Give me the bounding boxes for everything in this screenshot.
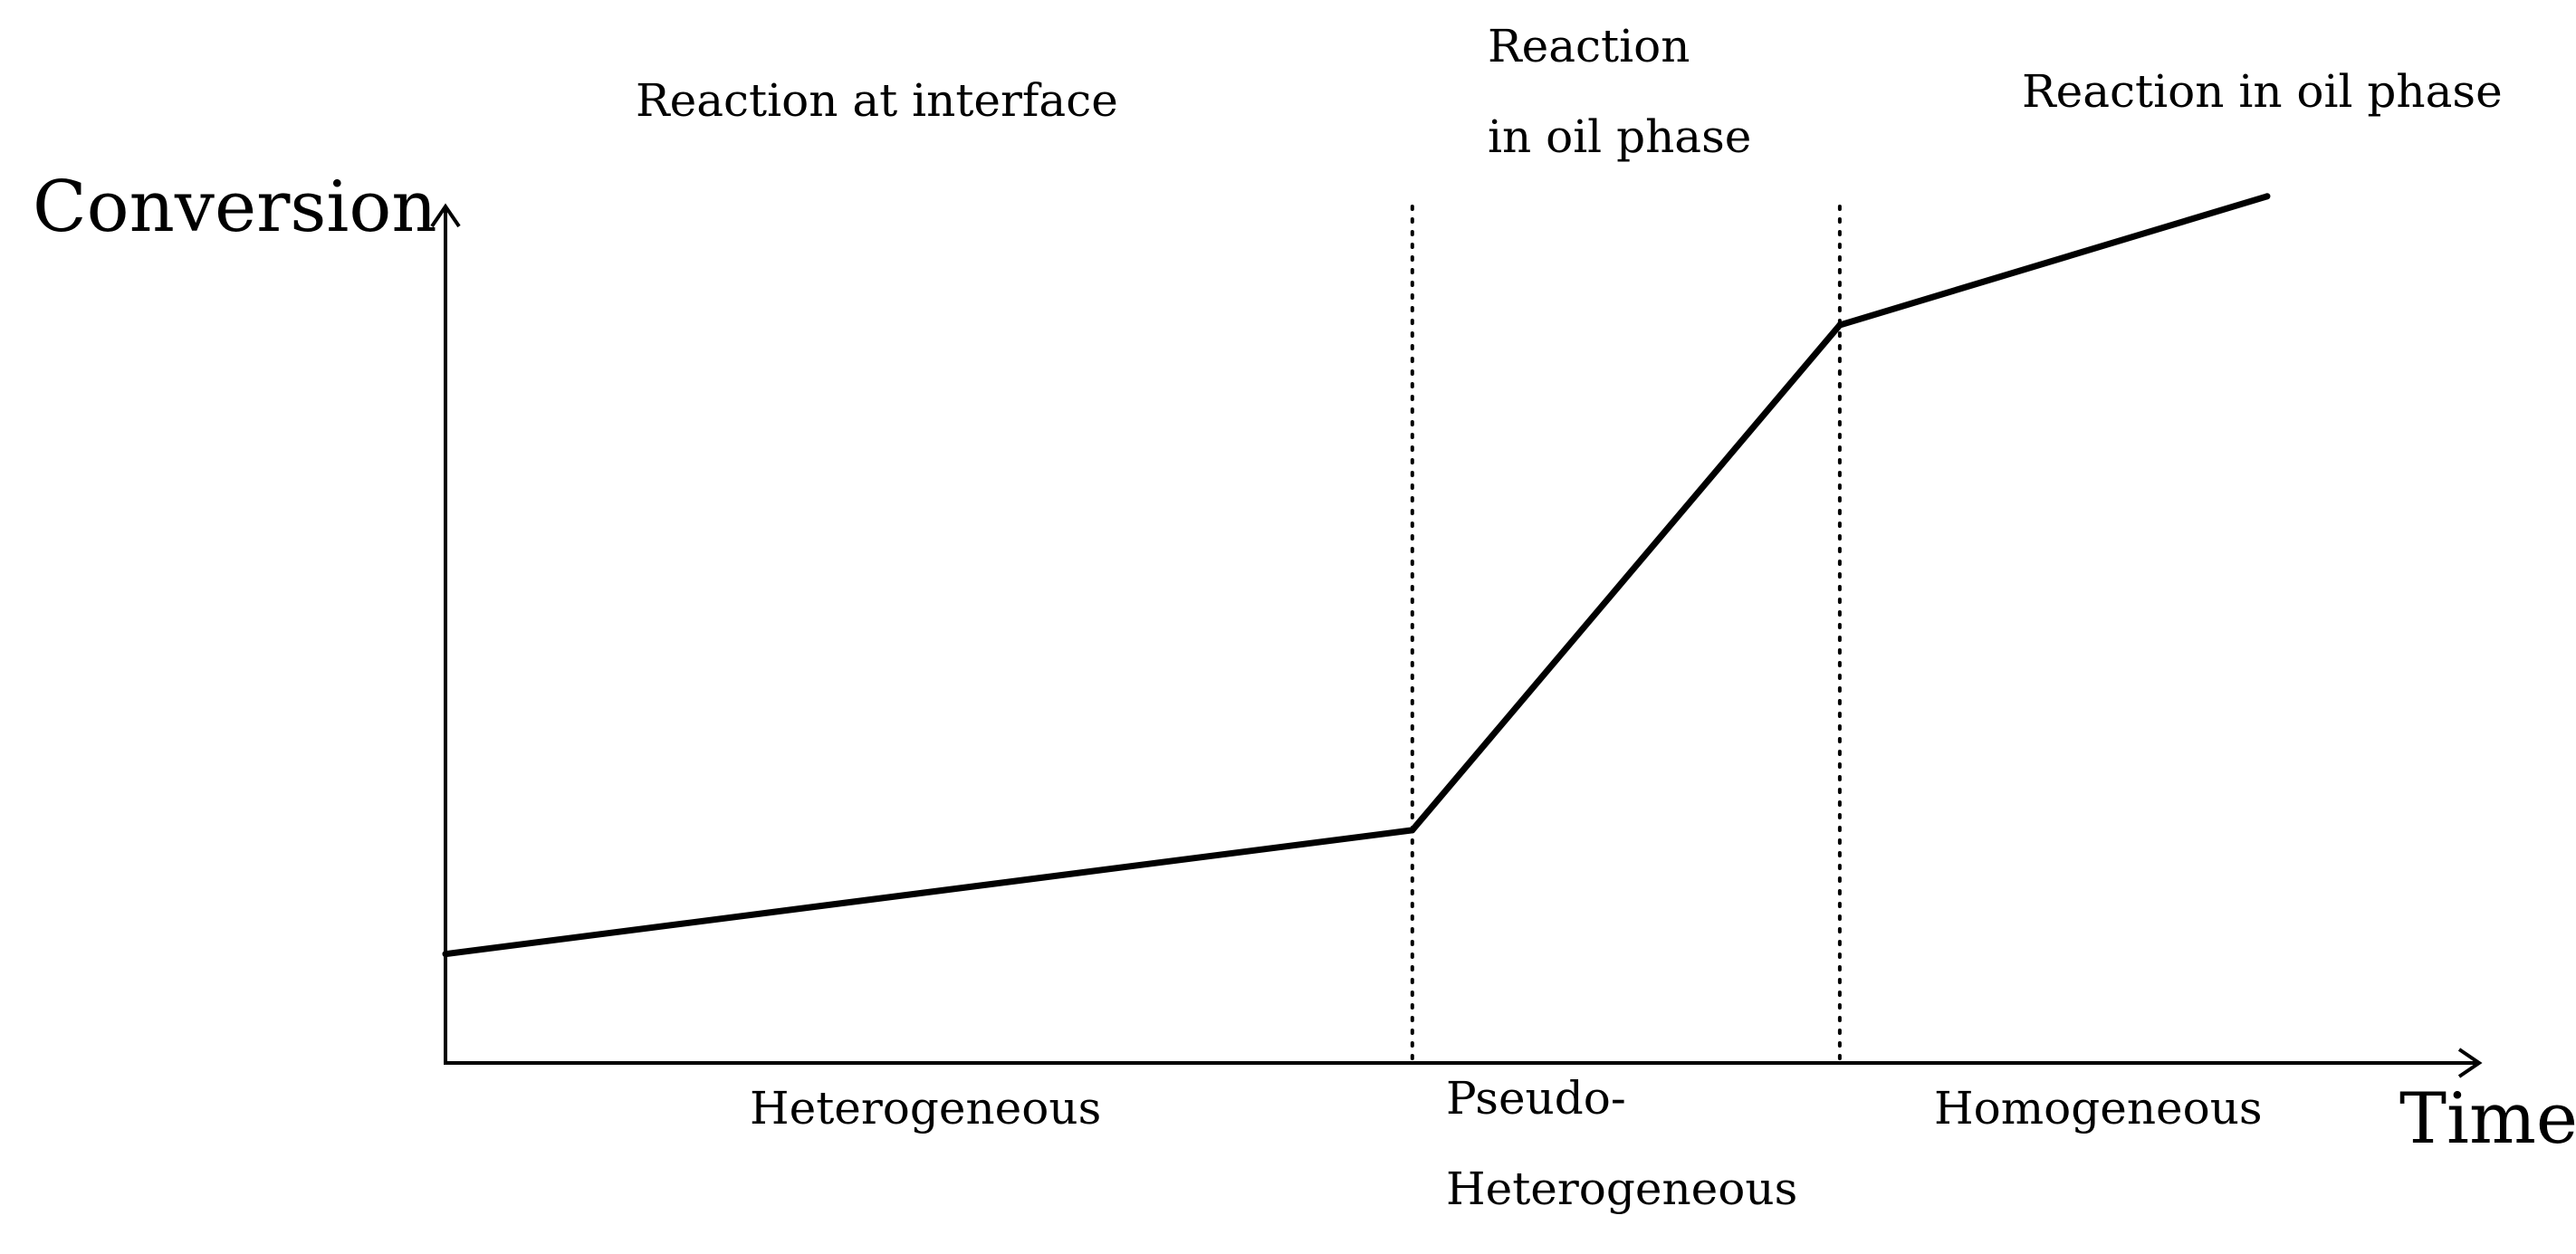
x-axis-arrow-icon: [2457, 1048, 2483, 1078]
region-labels: Reaction at interface Heterogeneous Reacti…: [636, 20, 2503, 1215]
chart-labels: Conversion Time: [33, 167, 2576, 1160]
region-top-label: Reaction in oil phase: [2022, 65, 2503, 118]
region-top-label: Reaction at interface: [636, 74, 1118, 127]
region-top-label: Reaction: [1488, 20, 1690, 72]
series-line: [445, 193, 2269, 958]
series-layer: [442, 193, 2271, 958]
region-top-label: in oil phase: [1488, 110, 1751, 163]
y-axis-label: Conversion: [33, 167, 437, 248]
region-bottom-label: Homogeneous: [1934, 1082, 2263, 1134]
data-point: [1409, 827, 1416, 834]
y-axis-arrow-icon: [430, 203, 461, 228]
data-point: [2264, 193, 2271, 200]
data-point: [1836, 321, 1843, 329]
region-dividers: [1410, 205, 1842, 1065]
data-point: [442, 951, 449, 958]
region-bottom-label: Heterogeneous: [750, 1082, 1101, 1134]
axes: [430, 203, 2483, 1078]
x-axis-label: Time: [2399, 1078, 2576, 1160]
region-bottom-label: Heterogeneous: [1446, 1163, 1797, 1215]
region-bottom-label: Pseudo-: [1446, 1072, 1626, 1125]
